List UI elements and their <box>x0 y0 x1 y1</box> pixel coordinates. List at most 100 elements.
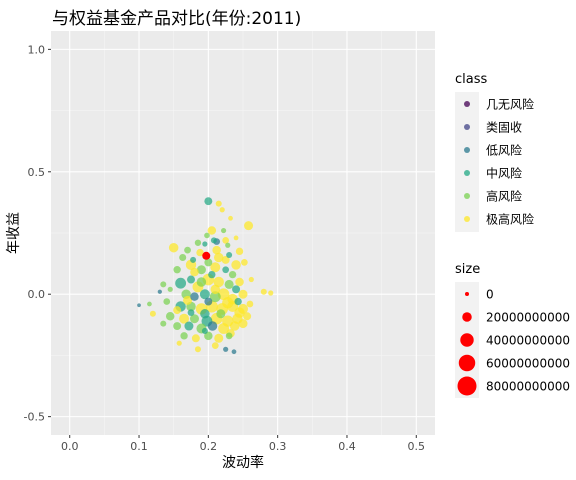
data-point <box>190 267 199 277</box>
data-point <box>215 200 222 207</box>
x-axis-title: 波动率 <box>222 454 264 471</box>
size-legend-key <box>457 376 477 396</box>
data-point <box>173 322 182 331</box>
data-point <box>214 333 224 343</box>
y-tick-label: 1.0 <box>28 43 46 56</box>
data-point <box>202 241 208 247</box>
data-point <box>165 311 175 321</box>
data-point <box>238 289 248 299</box>
class-legend-label: 高风险 <box>486 189 522 204</box>
size-legend-key <box>458 354 476 372</box>
data-point <box>226 252 233 259</box>
class-legend-key <box>464 124 470 130</box>
data-point <box>160 281 167 288</box>
data-point <box>180 332 188 340</box>
size-legend-label: 80000000000 <box>486 380 570 394</box>
data-point <box>196 248 204 257</box>
data-point <box>210 237 217 244</box>
class-legend-key <box>464 170 470 176</box>
data-point <box>223 346 229 352</box>
data-point <box>173 266 181 274</box>
class-legend-key <box>464 193 470 199</box>
size-legend-key <box>460 333 474 347</box>
data-point <box>235 277 244 287</box>
size-legend-key <box>465 292 469 296</box>
data-point <box>204 258 213 267</box>
data-point <box>232 285 241 294</box>
data-point <box>190 256 197 263</box>
data-point <box>173 306 182 315</box>
size-legend-label: 20000000000 <box>486 311 570 325</box>
data-point <box>217 288 230 301</box>
data-point <box>216 309 226 319</box>
data-point <box>183 295 193 305</box>
data-point <box>168 242 179 253</box>
size-legend: size 0 20000000000 40000000000 60000000000 8… <box>455 262 570 398</box>
class-legend-key-bg <box>455 92 479 232</box>
data-point <box>210 284 221 295</box>
data-point <box>194 239 202 246</box>
data-point <box>246 300 254 308</box>
data-point <box>238 319 248 329</box>
data-point <box>176 340 182 346</box>
y-axis-title: 年收益 <box>6 212 22 254</box>
data-point <box>189 314 199 324</box>
data-point <box>190 292 199 301</box>
data-point <box>244 221 254 231</box>
data-point <box>210 262 221 273</box>
data-point <box>163 298 171 305</box>
size-legend-entries: 0 20000000000 40000000000 60000000000 800000… <box>457 288 570 396</box>
data-point <box>233 235 239 241</box>
x-tick-label: 0.4 <box>338 440 356 453</box>
data-point <box>187 275 195 284</box>
data-point <box>222 236 230 244</box>
data-point <box>213 252 224 263</box>
data-point <box>241 259 248 266</box>
size-legend-label: 60000000000 <box>486 357 570 371</box>
data-point <box>213 276 224 288</box>
data-point <box>204 331 213 341</box>
data-point <box>204 232 210 239</box>
class-legend-label: 中风险 <box>486 166 522 181</box>
x-tick-label: 0.3 <box>269 440 287 453</box>
size-legend-label: 40000000000 <box>486 334 570 348</box>
data-point <box>204 197 213 206</box>
data-point <box>194 346 201 353</box>
data-point <box>187 309 195 316</box>
data-point <box>220 227 227 234</box>
data-point <box>196 277 207 287</box>
x-tick-label: 0.1 <box>130 440 148 453</box>
x-tick-labels: 0.0 0.1 0.2 0.3 0.4 0.5 <box>61 440 425 453</box>
data-point <box>211 342 219 349</box>
data-point <box>204 297 213 306</box>
data-point <box>209 291 221 303</box>
grid-minor <box>51 31 435 435</box>
class-legend-key <box>464 147 470 153</box>
data-point <box>268 290 274 296</box>
data-point <box>201 327 208 334</box>
data-point <box>167 286 173 292</box>
data-point <box>184 321 194 331</box>
class-legend-label: 类固收 <box>486 121 522 135</box>
class-legend-title: class <box>455 72 487 87</box>
class-legend-label: 低风险 <box>486 143 522 158</box>
y-tick-label: 0.5 <box>28 166 46 179</box>
data-point <box>222 266 230 274</box>
data-point <box>228 215 233 221</box>
data-point <box>175 277 187 289</box>
data-point <box>179 313 190 324</box>
data-point <box>260 288 267 295</box>
data-point <box>248 276 254 283</box>
data-point <box>225 332 233 340</box>
data-point <box>224 279 234 289</box>
class-legend-key <box>464 216 470 222</box>
data-point <box>243 312 252 321</box>
data-point <box>231 260 241 270</box>
data-point <box>207 321 218 331</box>
data-point <box>235 247 244 256</box>
y-tick-labels: -0.5 0.0 0.5 1.0 <box>24 43 45 423</box>
data-point <box>229 321 240 331</box>
y-tick-label: -0.5 <box>24 411 45 424</box>
x-tick-label: 0.0 <box>61 440 79 453</box>
